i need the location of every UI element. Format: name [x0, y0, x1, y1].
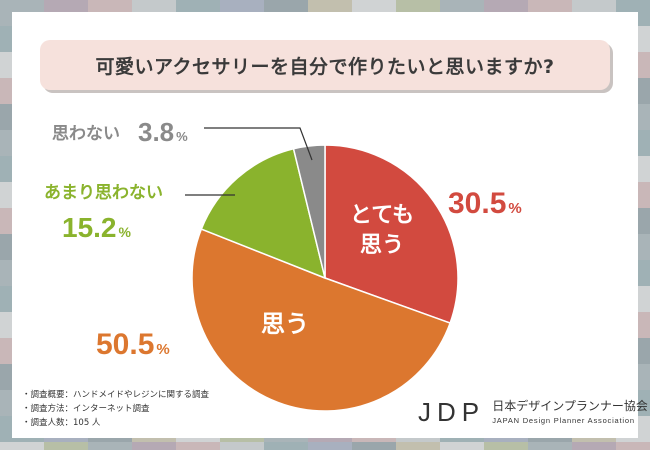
chart-title: 可愛いアクセサリーを自分で作りたいと思いますか?	[95, 55, 555, 78]
pie-slice-0	[324, 144, 459, 325]
question-banner: 可愛いアクセサリーを自分で作りたいと思いますか?	[40, 40, 610, 90]
slice-value-2: 15.2%	[62, 212, 132, 243]
slice-label-1-line-0: 思う	[261, 310, 309, 338]
jdp-logo: JDP 日本デザインプランナー協会 JAPAN Design Planner A…	[418, 397, 648, 428]
slice-value-0: 30.5%	[448, 187, 522, 220]
logo-name-en: JAPAN Design Planner Association	[492, 416, 635, 425]
logo-name-jp: 日本デザインプランナー協会	[492, 399, 648, 413]
slice-label-2: あまり思わない	[44, 183, 163, 203]
pie-slice-2	[200, 147, 327, 280]
slice-value-1: 50.5%	[96, 328, 170, 361]
slice-label-0-line-1: 思う	[360, 233, 404, 258]
note-method: ・調査方法：インターネット調査	[22, 404, 150, 414]
note-count: ・調査人数：105 人	[22, 418, 101, 428]
slice-label-3: 思わない	[52, 124, 120, 144]
pie-slice-1	[191, 228, 452, 412]
pie-slice-3	[292, 144, 326, 279]
note-summary: ・調査概要：ハンドメイドやレジンに関する調査	[22, 390, 210, 400]
leader-line-3	[204, 127, 313, 161]
slice-value-3: 3.8%	[138, 117, 188, 147]
logo-mark: JDP	[418, 397, 486, 427]
slice-label-0-line-0: とても	[350, 203, 414, 228]
survey-notes: ・調査概要：ハンドメイドやレジンに関する調査 ・調査方法：インターネット調査 ・…	[22, 388, 209, 430]
